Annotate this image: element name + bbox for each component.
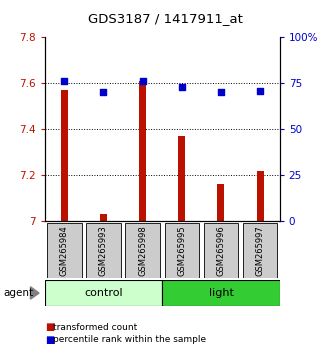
Bar — [257, 171, 263, 221]
Text: ■: ■ — [45, 322, 54, 332]
Text: GSM265997: GSM265997 — [256, 225, 264, 276]
Bar — [86, 223, 121, 278]
Bar — [45, 280, 162, 306]
Text: transformed count: transformed count — [53, 323, 137, 332]
Text: GSM265996: GSM265996 — [216, 225, 225, 276]
Text: GSM265993: GSM265993 — [99, 225, 108, 276]
Bar — [204, 223, 238, 278]
Point — [258, 88, 263, 93]
Text: ■: ■ — [45, 335, 54, 345]
Bar — [217, 184, 224, 221]
Text: GDS3187 / 1417911_at: GDS3187 / 1417911_at — [88, 12, 243, 25]
Bar — [178, 136, 185, 221]
Bar — [61, 90, 68, 221]
Bar — [165, 223, 199, 278]
Bar — [243, 223, 277, 278]
Bar — [162, 280, 280, 306]
Point — [140, 79, 145, 84]
Text: percentile rank within the sample: percentile rank within the sample — [53, 335, 206, 344]
Bar — [47, 223, 81, 278]
Point — [101, 90, 106, 95]
Text: light: light — [209, 288, 233, 298]
Point — [62, 79, 67, 84]
Text: GSM265998: GSM265998 — [138, 225, 147, 276]
Bar — [125, 223, 160, 278]
Point — [218, 90, 224, 95]
Bar — [139, 81, 146, 221]
Polygon shape — [30, 287, 39, 299]
Text: agent: agent — [3, 288, 33, 298]
Text: GSM265995: GSM265995 — [177, 225, 186, 276]
Bar — [100, 214, 107, 221]
Point — [179, 84, 184, 90]
Text: GSM265984: GSM265984 — [60, 225, 69, 276]
Text: control: control — [84, 288, 123, 298]
